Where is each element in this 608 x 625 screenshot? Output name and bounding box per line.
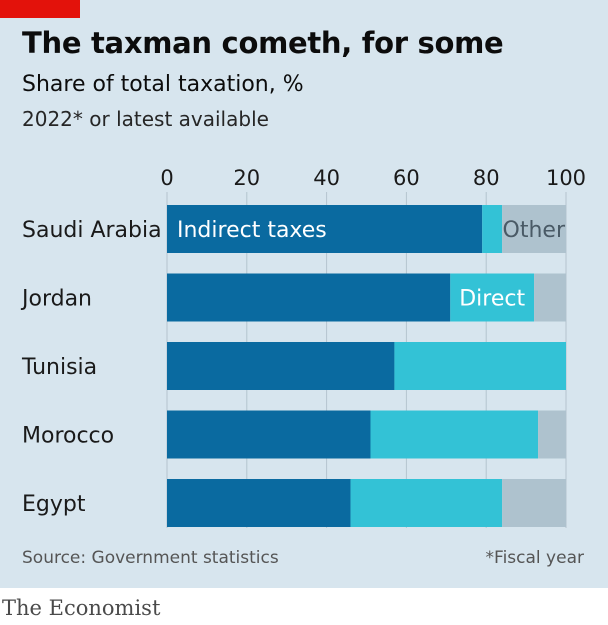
bar-segment-indirect-taxes (167, 342, 395, 390)
bar-segment-indirect-taxes (167, 410, 371, 459)
series-label-other: Other (503, 218, 566, 243)
series-label-direct: Direct (459, 287, 525, 312)
chart-subtitle: Share of total taxation, % (22, 72, 304, 97)
bar-segment-direct (350, 479, 503, 527)
x-tick-label-40: 40 (313, 166, 340, 190)
chart-note: 2022* or latest available (22, 107, 269, 131)
bar-segment-indirect-taxes (167, 205, 483, 253)
economist-logo-text: The Economist (2, 596, 161, 620)
x-tick-label-60: 60 (393, 166, 420, 190)
category-label: Tunisia (21, 355, 97, 380)
series-label-indirect: Indirect taxes (177, 218, 327, 243)
bar-segment-other (502, 205, 566, 253)
x-tick-label-20: 20 (233, 166, 260, 190)
category-labels: Saudi Arabia Jordan Tunisia Morocco Egypt (20, 218, 162, 517)
bar-segment-other (502, 479, 566, 527)
brand-red-tag (0, 0, 80, 18)
stacked-bar-chart: 0 20 40 60 80 100 Saudi Arabia Jordan Tunisia Mo… (20, 166, 586, 528)
category-label: Egypt (22, 492, 86, 517)
bar-segment-other (538, 410, 566, 459)
bar-segment-indirect-taxes (167, 273, 451, 322)
category-label: Jordan (20, 287, 92, 312)
bar-segment-direct (394, 342, 566, 390)
source-note: Source: Government statistics (22, 548, 279, 568)
inline-series-labels: Indirect taxes Direct Other (177, 218, 566, 312)
bar-segment-direct (450, 273, 535, 322)
x-tick-label-80: 80 (473, 166, 500, 190)
bar-segment-direct (482, 205, 503, 253)
x-tick-label-0: 0 (160, 166, 173, 190)
category-label: Saudi Arabia (22, 218, 162, 243)
bar-segment-direct (370, 410, 539, 459)
category-label: Morocco (22, 424, 114, 449)
bar-layer (167, 205, 566, 527)
chart-title: The taxman cometh, for some (22, 26, 504, 60)
x-tick-labels: 0 20 40 60 80 100 (160, 166, 586, 190)
bar-segment-other (534, 273, 566, 322)
bar-segment-indirect-taxes (167, 479, 351, 527)
x-tick-label-100: 100 (546, 166, 586, 190)
fiscal-year-footnote: *Fiscal year (485, 548, 584, 568)
